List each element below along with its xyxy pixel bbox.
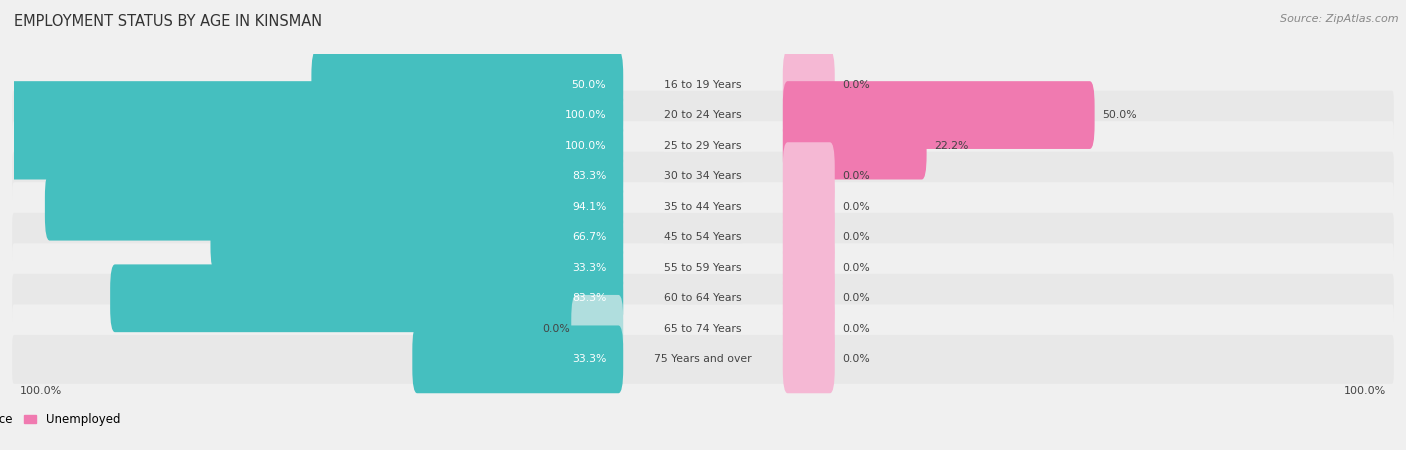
FancyBboxPatch shape bbox=[13, 274, 1393, 323]
Text: EMPLOYMENT STATUS BY AGE IN KINSMAN: EMPLOYMENT STATUS BY AGE IN KINSMAN bbox=[14, 14, 322, 28]
Text: 20 to 24 Years: 20 to 24 Years bbox=[664, 110, 742, 120]
FancyBboxPatch shape bbox=[10, 112, 623, 180]
FancyBboxPatch shape bbox=[783, 51, 835, 118]
Text: 60 to 64 Years: 60 to 64 Years bbox=[664, 293, 742, 303]
FancyBboxPatch shape bbox=[783, 234, 835, 302]
Text: 0.0%: 0.0% bbox=[842, 171, 870, 181]
FancyBboxPatch shape bbox=[412, 234, 623, 302]
Text: 100.0%: 100.0% bbox=[20, 387, 62, 396]
FancyBboxPatch shape bbox=[783, 142, 835, 210]
FancyBboxPatch shape bbox=[783, 81, 1095, 149]
FancyBboxPatch shape bbox=[783, 112, 927, 180]
FancyBboxPatch shape bbox=[13, 90, 1393, 140]
Text: 66.7%: 66.7% bbox=[572, 232, 606, 242]
FancyBboxPatch shape bbox=[783, 173, 835, 241]
Text: 83.3%: 83.3% bbox=[572, 171, 606, 181]
Text: 50.0%: 50.0% bbox=[1102, 110, 1136, 120]
Text: 33.3%: 33.3% bbox=[572, 354, 606, 365]
FancyBboxPatch shape bbox=[783, 325, 835, 393]
Text: 0.0%: 0.0% bbox=[842, 354, 870, 365]
Text: 0.0%: 0.0% bbox=[842, 202, 870, 211]
Text: 16 to 19 Years: 16 to 19 Years bbox=[664, 80, 742, 90]
Text: 100.0%: 100.0% bbox=[565, 110, 606, 120]
FancyBboxPatch shape bbox=[13, 335, 1393, 384]
FancyBboxPatch shape bbox=[10, 81, 623, 149]
Text: Source: ZipAtlas.com: Source: ZipAtlas.com bbox=[1281, 14, 1399, 23]
Text: 75 Years and over: 75 Years and over bbox=[654, 354, 752, 365]
Text: 55 to 59 Years: 55 to 59 Years bbox=[664, 263, 742, 273]
Text: 35 to 44 Years: 35 to 44 Years bbox=[664, 202, 742, 211]
Text: 100.0%: 100.0% bbox=[565, 140, 606, 151]
Text: 0.0%: 0.0% bbox=[543, 324, 569, 334]
FancyBboxPatch shape bbox=[13, 152, 1393, 201]
Text: 22.2%: 22.2% bbox=[934, 140, 969, 151]
FancyBboxPatch shape bbox=[783, 295, 835, 363]
FancyBboxPatch shape bbox=[783, 203, 835, 271]
Text: 25 to 29 Years: 25 to 29 Years bbox=[664, 140, 742, 151]
FancyBboxPatch shape bbox=[13, 182, 1393, 231]
FancyBboxPatch shape bbox=[211, 203, 623, 271]
Text: 0.0%: 0.0% bbox=[842, 293, 870, 303]
Text: 0.0%: 0.0% bbox=[842, 263, 870, 273]
Text: 0.0%: 0.0% bbox=[842, 232, 870, 242]
Legend: In Labor Force, Unemployed: In Labor Force, Unemployed bbox=[0, 409, 125, 431]
Text: 30 to 34 Years: 30 to 34 Years bbox=[664, 171, 742, 181]
FancyBboxPatch shape bbox=[783, 265, 835, 332]
FancyBboxPatch shape bbox=[45, 173, 623, 241]
FancyBboxPatch shape bbox=[13, 121, 1393, 170]
FancyBboxPatch shape bbox=[13, 243, 1393, 292]
Text: 65 to 74 Years: 65 to 74 Years bbox=[664, 324, 742, 334]
FancyBboxPatch shape bbox=[311, 51, 623, 118]
Text: 33.3%: 33.3% bbox=[572, 263, 606, 273]
FancyBboxPatch shape bbox=[571, 295, 623, 363]
Text: 100.0%: 100.0% bbox=[1344, 387, 1386, 396]
Text: 94.1%: 94.1% bbox=[572, 202, 606, 211]
Text: 83.3%: 83.3% bbox=[572, 293, 606, 303]
Text: 45 to 54 Years: 45 to 54 Years bbox=[664, 232, 742, 242]
Text: 0.0%: 0.0% bbox=[842, 80, 870, 90]
FancyBboxPatch shape bbox=[412, 325, 623, 393]
Text: 50.0%: 50.0% bbox=[572, 80, 606, 90]
FancyBboxPatch shape bbox=[110, 142, 623, 210]
FancyBboxPatch shape bbox=[13, 304, 1393, 353]
FancyBboxPatch shape bbox=[110, 265, 623, 332]
Text: 0.0%: 0.0% bbox=[842, 324, 870, 334]
FancyBboxPatch shape bbox=[13, 213, 1393, 261]
FancyBboxPatch shape bbox=[13, 60, 1393, 109]
